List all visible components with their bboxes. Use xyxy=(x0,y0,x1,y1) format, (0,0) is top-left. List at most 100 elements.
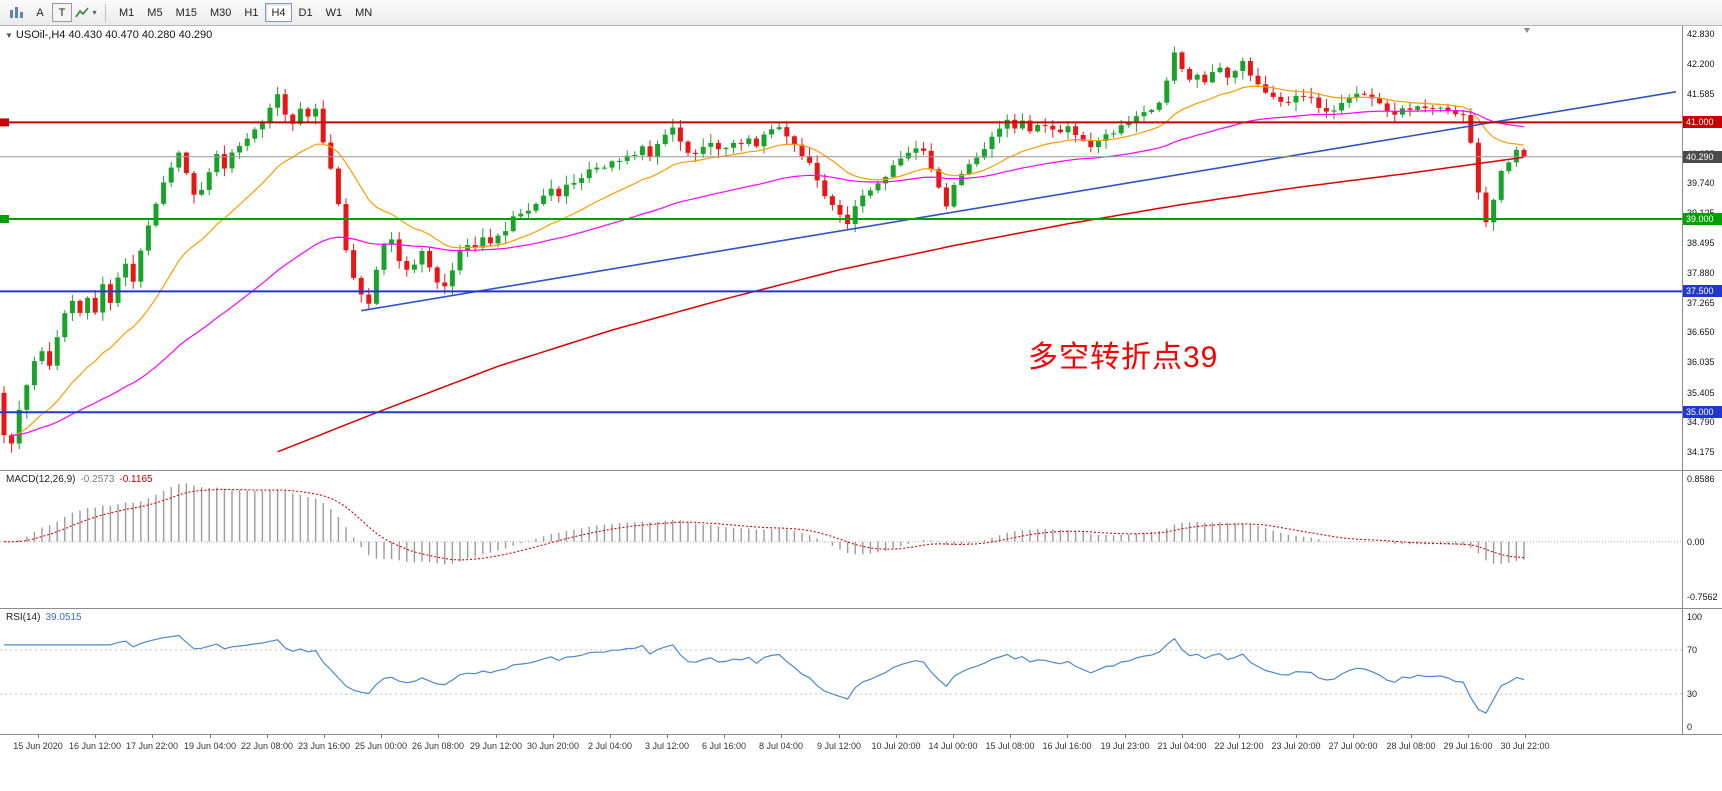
time-tick xyxy=(553,735,554,738)
time-label: 15 Jun 2020 xyxy=(13,741,63,751)
chart-shift-marker xyxy=(1524,28,1530,33)
time-tick xyxy=(267,735,268,738)
macd-signal-line xyxy=(3,488,1525,561)
time-label: 14 Jul 00:00 xyxy=(928,741,978,751)
trendline[interactable] xyxy=(361,91,1677,312)
rsi-tick-label: 30 xyxy=(1687,689,1698,699)
time-tick xyxy=(438,735,439,738)
timeframe-w1[interactable]: W1 xyxy=(325,6,343,19)
price-tick-label: 42.200 xyxy=(1687,59,1715,69)
rsi-axis[interactable]: 100 70 30 0 xyxy=(1683,609,1722,734)
timeframe-switcher: M1 M5 M15 M30 H1 H4 D1 W1 MN xyxy=(113,3,378,22)
price-tick-label: 34.175 xyxy=(1687,447,1715,457)
symbol-collapse-icon[interactable]: ▼ xyxy=(5,30,13,40)
timeframe-m15[interactable]: M15 xyxy=(175,6,197,19)
time-axis-labels: 15 Jun 2020 16 Jun 12:00 17 Jun 22:00 19 Ju… xyxy=(0,735,1682,791)
timeframe-m30[interactable]: M30 xyxy=(209,6,232,19)
main-chart-plot[interactable] xyxy=(0,26,1682,470)
time-label: 6 Jul 16:00 xyxy=(701,741,747,751)
time-label: 16 Jul 16:00 xyxy=(1042,741,1092,751)
time-tick xyxy=(1125,735,1126,738)
price-axis[interactable]: 42.83042.20041.58540.97040.35539.74039.1… xyxy=(1683,26,1722,470)
time-tick xyxy=(1239,735,1240,738)
time-tick xyxy=(667,735,668,738)
time-label: 29 Jun 12:00 xyxy=(469,741,523,751)
rsi-label: RSI(14) 39.0515 xyxy=(6,612,82,623)
time-tick xyxy=(1182,735,1183,738)
time-label: 27 Jul 00:00 xyxy=(1328,741,1378,751)
rsi-value: 39.0515 xyxy=(45,612,82,623)
time-label: 2 Jul 04:00 xyxy=(587,741,633,751)
price-tick-label: 37.265 xyxy=(1687,298,1715,308)
time-label: 22 Jul 12:00 xyxy=(1214,741,1264,751)
timeframe-h4[interactable]: H4 xyxy=(265,3,292,22)
price-label-37.500: 37.500 xyxy=(1683,285,1722,297)
price-tick-label: 36.035 xyxy=(1687,357,1715,367)
price-label-39.000: 39.000 xyxy=(1683,213,1722,225)
toolbar-separator xyxy=(105,3,106,22)
chart-title-text: USOil-,H4 40.430 40.470 40.280 40.290 xyxy=(15,29,213,41)
hline-41.000[interactable] xyxy=(0,118,1682,127)
timeframe-mn[interactable]: MN xyxy=(355,6,373,19)
timeframe-m5[interactable]: M5 xyxy=(147,6,163,19)
macd-tick-label: 0.8586 xyxy=(1687,474,1715,484)
time-label: 19 Jul 23:00 xyxy=(1100,741,1150,751)
macd-panel: MACD(12,26,9) -0.2573 -0.1165 0.8586 0.00… xyxy=(0,470,1722,608)
ma-slow-line xyxy=(277,156,1525,453)
indicators-caret-icon: ▾ xyxy=(92,8,97,17)
price-label-40.290: 40.290 xyxy=(1683,151,1722,163)
rsi-name: RSI(14) xyxy=(6,612,41,623)
time-tick xyxy=(896,735,897,738)
time-label: 8 Jul 04:00 xyxy=(758,741,804,751)
candles-layer[interactable] xyxy=(1,46,1527,453)
text-tool-button[interactable]: T xyxy=(52,3,72,22)
rsi-tick-label: 0 xyxy=(1687,722,1693,732)
time-tick xyxy=(1525,735,1526,738)
time-tick xyxy=(610,735,611,738)
hline-39.000[interactable] xyxy=(0,215,1682,223)
macd-label: MACD(12,26,9) -0.2573 -0.1165 xyxy=(6,474,153,485)
time-tick xyxy=(1296,735,1297,738)
axis-separator xyxy=(1682,26,1683,734)
rsi-tick-label: 100 xyxy=(1687,612,1703,622)
timeframe-d1[interactable]: D1 xyxy=(298,6,313,19)
price-label-35.000: 35.000 xyxy=(1683,406,1722,418)
time-tick xyxy=(496,735,497,738)
timeframe-m1[interactable]: M1 xyxy=(119,6,135,19)
macd-tick-label: 0.00 xyxy=(1687,537,1705,547)
time-tick xyxy=(95,735,96,738)
macd-signal-value: -0.1165 xyxy=(119,474,153,485)
chart-title: ▼ USOil-,H4 40.430 40.470 40.280 40.290 xyxy=(5,29,212,41)
rsi-tick-label: 70 xyxy=(1687,645,1698,655)
indicators-icon[interactable]: ▾ xyxy=(74,3,98,23)
time-tick xyxy=(781,735,782,738)
time-label: 30 Jun 20:00 xyxy=(526,741,580,751)
time-label: 23 Jul 20:00 xyxy=(1271,741,1321,751)
time-label: 16 Jun 12:00 xyxy=(68,741,122,751)
time-label: 25 Jun 00:00 xyxy=(354,741,408,751)
time-label: 3 Jul 12:00 xyxy=(644,741,690,751)
time-tick xyxy=(1067,735,1068,738)
time-label: 30 Jul 22:00 xyxy=(1500,741,1550,751)
time-label: 10 Jul 20:00 xyxy=(871,741,921,751)
cursor-mode-button[interactable]: A xyxy=(36,6,44,19)
time-tick xyxy=(1468,735,1469,738)
chart-type-icon[interactable] xyxy=(4,3,28,23)
timeframe-h1[interactable]: H1 xyxy=(244,6,259,19)
macd-axis[interactable]: 0.8586 0.00 -0.7562 xyxy=(1683,471,1722,608)
time-tick xyxy=(381,735,382,738)
chart-type-icon-glyph xyxy=(10,6,23,18)
price-tick-label: 41.585 xyxy=(1687,89,1715,99)
macd-plot[interactable] xyxy=(0,471,1682,608)
time-label: 15 Jul 08:00 xyxy=(985,741,1035,751)
price-tick-label: 34.790 xyxy=(1687,417,1715,427)
time-axis[interactable]: 15 Jun 2020 16 Jun 12:00 17 Jun 22:00 19 Ju… xyxy=(0,734,1722,791)
indicators-icon-glyph xyxy=(75,6,90,17)
annotation-text[interactable]: 多空转折点39 xyxy=(1028,341,1219,374)
time-tick xyxy=(839,735,840,738)
time-label: 29 Jul 16:00 xyxy=(1443,741,1493,751)
time-tick xyxy=(1353,735,1354,738)
price-tick-label: 38.495 xyxy=(1687,238,1715,248)
rsi-plot[interactable] xyxy=(0,609,1682,734)
